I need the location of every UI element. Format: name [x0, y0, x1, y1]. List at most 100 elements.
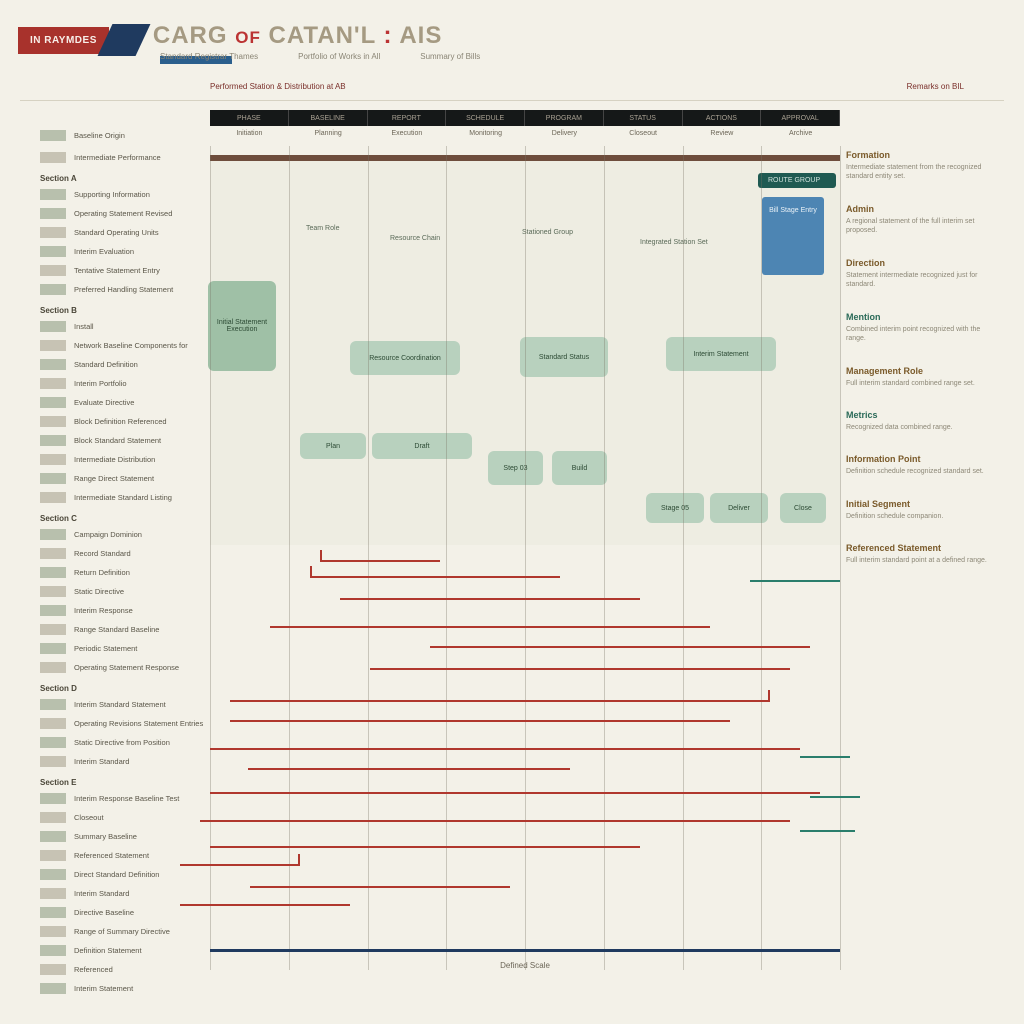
workflow-box[interactable]: Step 03: [488, 451, 543, 485]
sidebar-row[interactable]: Range Standard Baseline: [40, 622, 210, 636]
panel-label[interactable]: Stationed Group: [522, 229, 573, 236]
panel-label[interactable]: Integrated Station Set: [640, 239, 708, 246]
title-part-c: AIS: [399, 22, 442, 49]
column-header: ACTIONS: [683, 110, 762, 126]
sidebar-row[interactable]: Supporting Information: [40, 187, 210, 201]
group-pill[interactable]: ROUTE GROUP: [758, 173, 836, 188]
schedule-bar[interactable]: [210, 748, 800, 750]
annotation-note: Referenced StatementFull interim standar…: [846, 543, 996, 565]
sidebar-chip: [40, 227, 66, 238]
sidebar-row[interactable]: Range Direct Statement: [40, 471, 210, 485]
column-header: STATUS: [604, 110, 683, 126]
sidebar-chip: [40, 756, 66, 767]
workflow-box[interactable]: Stage 05: [646, 493, 704, 523]
sidebar-row[interactable]: Block Definition Referenced: [40, 414, 210, 428]
sidebar-row[interactable]: Standard Operating Units: [40, 225, 210, 239]
schedule-bar[interactable]: [340, 598, 640, 600]
sidebar-row[interactable]: Closeout: [40, 810, 210, 824]
schedule-bar[interactable]: [800, 830, 855, 832]
sidebar-row[interactable]: Definition Statement: [40, 943, 210, 957]
schedule-bar[interactable]: [810, 796, 860, 798]
sidebar-row[interactable]: Summary Baseline: [40, 829, 210, 843]
sidebar-row[interactable]: Campaign Dominion: [40, 527, 210, 541]
sidebar-chip: [40, 378, 66, 389]
sidebar-label: Range of Summary Directive: [74, 927, 170, 936]
workflow-box[interactable]: Build: [552, 451, 607, 485]
schedule-bar[interactable]: [230, 720, 730, 722]
schedule-bar[interactable]: [230, 700, 770, 702]
sidebar-label: Referenced Statement: [74, 851, 149, 860]
sidebar-row[interactable]: Operating Revisions Statement Entries: [40, 716, 210, 730]
sidebar-row[interactable]: Interim Statement: [40, 981, 210, 995]
sidebar-row[interactable]: Block Standard Statement: [40, 433, 210, 447]
sidebar-row[interactable]: Intermediate Performance: [40, 150, 210, 164]
schedule-bar[interactable]: [200, 820, 790, 822]
column-sublabel: Execution: [368, 130, 447, 137]
annotation-head: Information Point: [846, 454, 996, 464]
stage-box[interactable]: Bill Stage Entry: [762, 197, 824, 275]
panel-label[interactable]: Resource Chain: [390, 235, 440, 242]
schedule-bar[interactable]: [180, 864, 300, 866]
workflow-box[interactable]: Plan: [300, 433, 366, 459]
schedule-bar[interactable]: [750, 580, 840, 582]
sidebar-row[interactable]: Static Directive: [40, 584, 210, 598]
sidebar-row[interactable]: Interim Portfolio: [40, 376, 210, 390]
schedule-bars: Defined Scale: [210, 560, 840, 970]
schedule-bar[interactable]: [180, 904, 350, 906]
sidebar-row[interactable]: Preferred Handling Statement: [40, 282, 210, 296]
sidebar-row[interactable]: Record Standard: [40, 546, 210, 560]
sidebar-row[interactable]: Interim Standard: [40, 886, 210, 900]
sidebar-row[interactable]: Periodic Statement: [40, 641, 210, 655]
sidebar-row[interactable]: Operating Statement Revised: [40, 206, 210, 220]
sidebar-row[interactable]: Interim Response Baseline Test: [40, 791, 210, 805]
subtitle-item: Standard Registrar Thames: [160, 52, 258, 61]
panel-label[interactable]: Team Role: [306, 225, 339, 232]
sidebar-row[interactable]: Tentative Statement Entry: [40, 263, 210, 277]
sidebar-label: Periodic Statement: [74, 644, 137, 653]
workflow-box[interactable]: Deliver: [710, 493, 768, 523]
sidebar-chip: [40, 359, 66, 370]
sidebar-row[interactable]: Intermediate Distribution: [40, 452, 210, 466]
caption-left: Performed Station & Distribution at AB: [210, 82, 346, 91]
schedule-bar[interactable]: [210, 792, 820, 794]
workflow-box[interactable]: Standard Status: [520, 337, 608, 377]
workflow-box[interactable]: Close: [780, 493, 826, 523]
schedule-bar[interactable]: [800, 756, 850, 758]
sidebar-row[interactable]: Operating Statement Response: [40, 660, 210, 674]
annotation-body: Statement intermediate recognized just f…: [846, 271, 996, 290]
sidebar-row[interactable]: Standard Definition: [40, 357, 210, 371]
annotation-note: MentionCombined interim point recognized…: [846, 312, 996, 344]
sidebar-row[interactable]: Range of Summary Directive: [40, 924, 210, 938]
schedule-bar[interactable]: [430, 646, 810, 648]
workflow-box[interactable]: Resource Coordination: [350, 341, 460, 375]
schedule-bar[interactable]: [270, 626, 710, 628]
sidebar-row[interactable]: Referenced Statement: [40, 848, 210, 862]
sidebar-label: Interim Response: [74, 606, 133, 615]
schedule-bar[interactable]: [248, 768, 570, 770]
schedule-bar[interactable]: [210, 846, 640, 848]
sidebar-row[interactable]: Evaluate Directive: [40, 395, 210, 409]
sidebar-row[interactable]: Static Directive from Position: [40, 735, 210, 749]
workflow-box[interactable]: Initial Statement Execution: [208, 281, 276, 371]
schedule-bar[interactable]: [370, 668, 790, 670]
sidebar-row[interactable]: Interim Standard Statement: [40, 697, 210, 711]
time-axis-label: Defined Scale: [210, 961, 840, 970]
sidebar-row[interactable]: Network Baseline Components for: [40, 338, 210, 352]
sidebar-row[interactable]: Interim Evaluation: [40, 244, 210, 258]
sidebar-row[interactable]: Referenced: [40, 962, 210, 976]
sidebar-row[interactable]: Interim Standard: [40, 754, 210, 768]
workflow-box[interactable]: Draft: [372, 433, 472, 459]
sidebar-chip: [40, 907, 66, 918]
sidebar-row[interactable]: Direct Standard Definition: [40, 867, 210, 881]
schedule-bar[interactable]: [320, 560, 440, 562]
schedule-bar[interactable]: [250, 886, 510, 888]
sidebar-row[interactable]: Directive Baseline: [40, 905, 210, 919]
sidebar-label: Directive Baseline: [74, 908, 134, 917]
sidebar-row[interactable]: Return Definition: [40, 565, 210, 579]
schedule-bar[interactable]: [310, 576, 560, 578]
sidebar-row[interactable]: Interim Response: [40, 603, 210, 617]
sidebar-row[interactable]: Baseline Origin: [40, 128, 210, 142]
annotation-note: DirectionStatement intermediate recogniz…: [846, 258, 996, 290]
sidebar-row[interactable]: Install: [40, 319, 210, 333]
sidebar-row[interactable]: Intermediate Standard Listing: [40, 490, 210, 504]
